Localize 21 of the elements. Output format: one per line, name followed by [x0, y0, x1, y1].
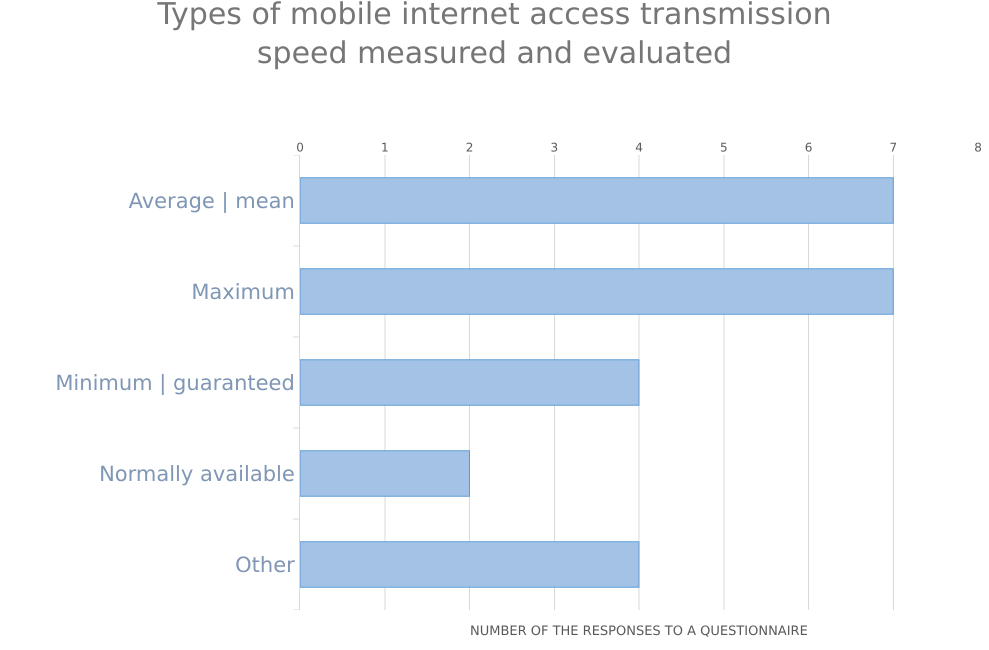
- x-tick-label: 2: [466, 140, 474, 155]
- x-tick-label: 0: [296, 140, 304, 155]
- bar: [300, 541, 640, 588]
- x-tick-label: 5: [720, 140, 728, 155]
- chart-title: Types of mobile internet access transmission speed measured and evaluated: [156, 0, 832, 71]
- x-tick-label: 7: [889, 140, 898, 155]
- y-tick-label: Maximum: [191, 280, 295, 304]
- x-tick-label: 8: [974, 140, 982, 155]
- x-axis-title: NUMBER OF THE RESPONSES TO A QUESTIONNAIRE: [470, 624, 808, 639]
- x-tick-label: 4: [635, 140, 643, 155]
- x-tick-label: 1: [380, 140, 389, 155]
- x-tick-label: 3: [550, 140, 558, 155]
- bar: [300, 450, 470, 497]
- y-tick-label: Minimum | guaranteed: [55, 370, 295, 395]
- bar: [300, 177, 894, 224]
- x-tick-label: 6: [804, 140, 812, 155]
- y-tick-label: Average | mean: [128, 188, 295, 213]
- y-tick-label: Normally available: [99, 462, 295, 486]
- bar: [300, 268, 894, 315]
- y-tick-label: Other: [235, 552, 296, 577]
- bar: [300, 359, 640, 406]
